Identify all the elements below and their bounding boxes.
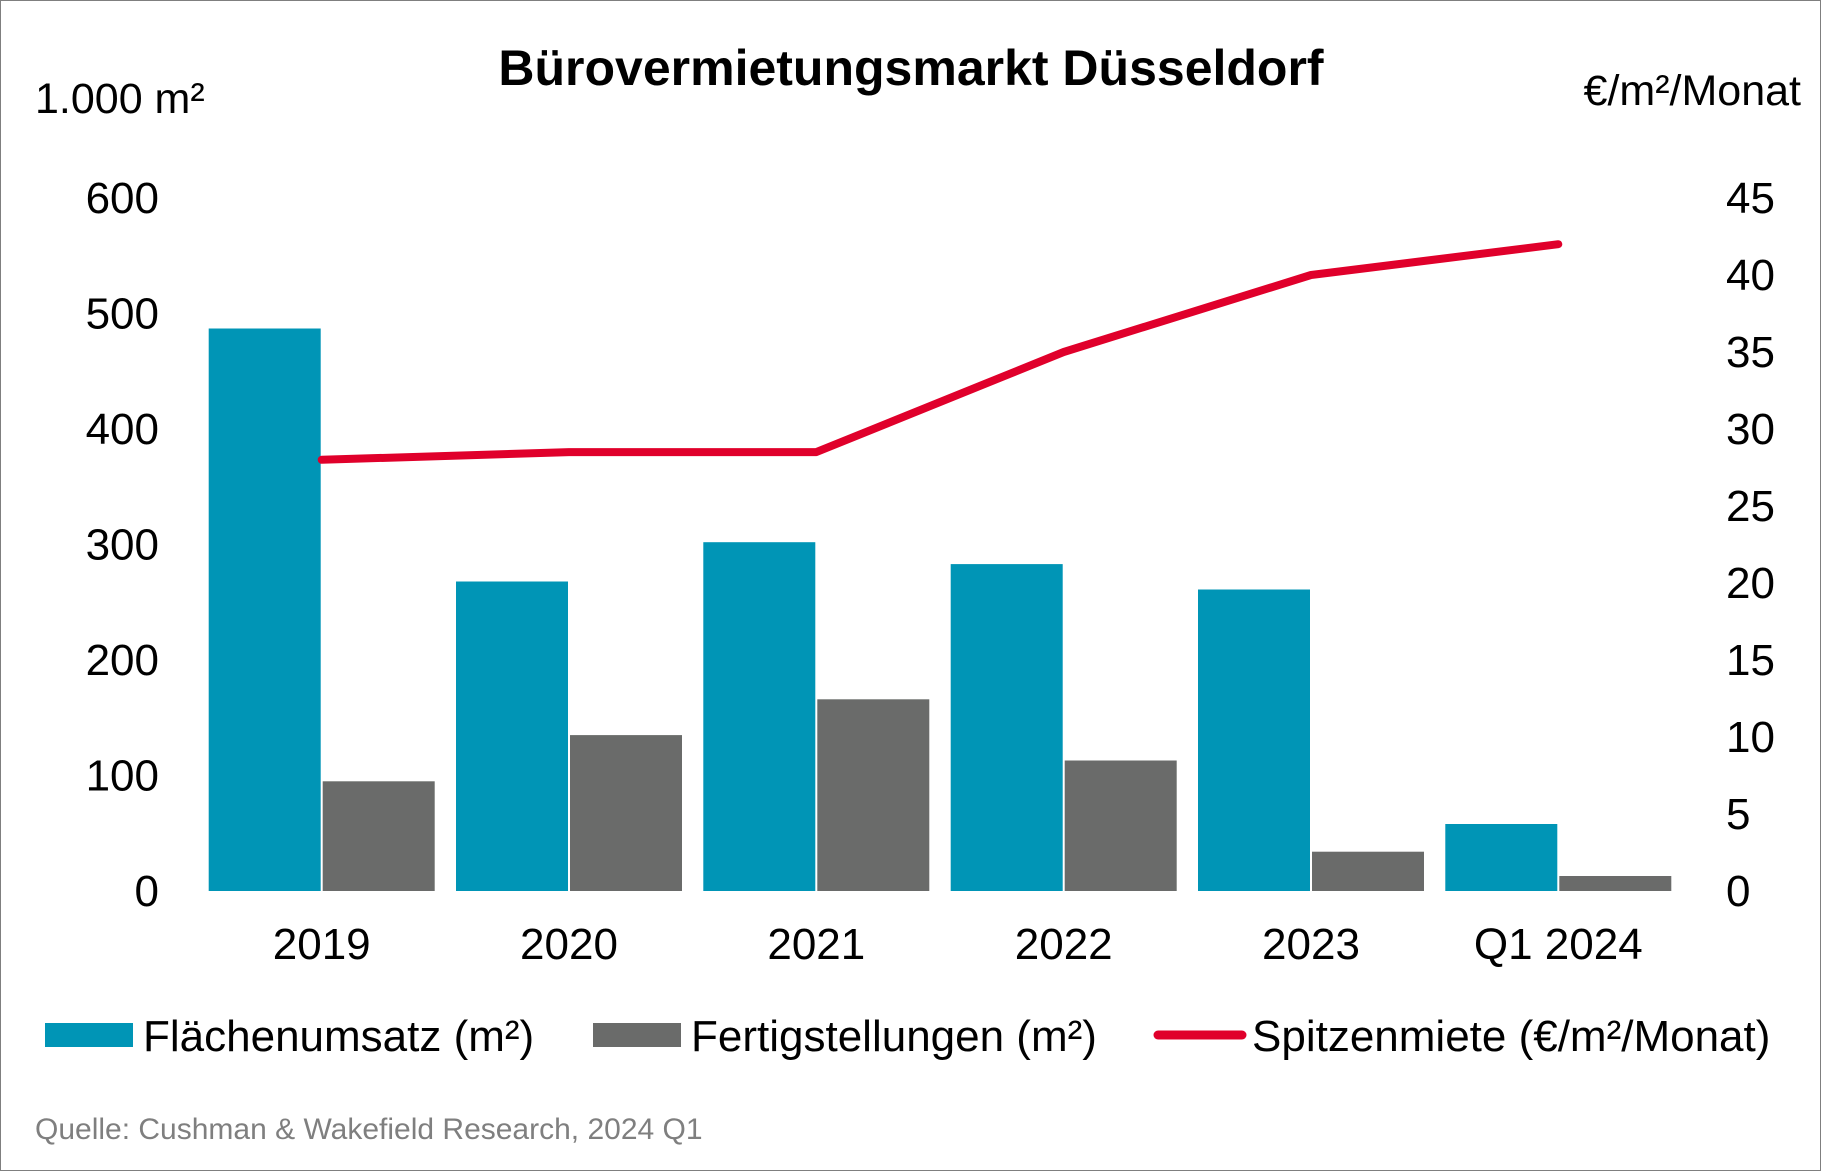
legend-item-flaechenumsatz: Flächenumsatz (m²) (45, 1012, 534, 1061)
legend: Flächenumsatz (m²) Fertigstellungen (m²) S… (45, 1012, 1770, 1061)
bar-flaechenumsatz-3 (950, 564, 1063, 891)
x-tick-label: 2021 (767, 920, 865, 969)
x-tick-label: Q1 2024 (1474, 920, 1643, 969)
x-tick-label: 2022 (1015, 920, 1113, 969)
y-right-tick-label: 35 (1726, 328, 1775, 377)
x-tick-label: 2019 (273, 920, 371, 969)
bar-fertigstellungen-0 (322, 781, 435, 891)
x-tick-label: 2020 (520, 920, 618, 969)
bar-flaechenumsatz-4 (1198, 589, 1310, 891)
bar-fertigstellungen-5 (1559, 876, 1672, 891)
y-left-tick-label: 0 (135, 867, 159, 916)
y-left-tick-label: 500 (86, 290, 159, 339)
bar-fertigstellungen-4 (1312, 851, 1424, 891)
bar-flaechenumsatz-5 (1445, 824, 1558, 891)
y-left-tick-label: 300 (86, 521, 159, 570)
x-axis-ticks: 2019 2020 2021 2022 2023 Q1 2024 (273, 920, 1643, 969)
y-right-tick-label: 0 (1726, 867, 1750, 916)
y-left-tick-label: 400 (86, 405, 159, 454)
y-axis-left-label: 1.000 m² (35, 75, 205, 123)
bar-fertigstellungen-3 (1064, 760, 1177, 891)
y-axis-right-label: €/m²/Monat (1584, 67, 1802, 115)
y-right-tick-label: 20 (1726, 559, 1775, 608)
y-right-tick-label: 10 (1726, 713, 1775, 762)
chart-title: Bürovermietungsmarkt Düsseldorf (498, 40, 1324, 96)
y-right-tick-label: 15 (1726, 636, 1775, 685)
y-left-tick-label: 100 (86, 752, 159, 801)
bar-flaechenumsatz-1 (456, 581, 568, 891)
y-right-tick-label: 30 (1726, 405, 1775, 454)
y-right-tick-label: 25 (1726, 482, 1775, 531)
y-right-tick-label: 40 (1726, 251, 1775, 300)
source-note: Quelle: Cushman & Wakefield Research, 20… (35, 1113, 703, 1146)
legend-item-fertigstellungen: Fertigstellungen (m²) (593, 1012, 1097, 1061)
y-left-tick-label: 600 (86, 174, 159, 223)
legend-label: Flächenumsatz (m²) (143, 1012, 534, 1061)
line-group (317, 240, 1563, 464)
bar-fertigstellungen-2 (817, 699, 930, 891)
bar-flaechenumsatz-2 (703, 542, 816, 891)
legend-swatch (593, 1023, 681, 1047)
legend-label: Fertigstellungen (m²) (691, 1012, 1097, 1061)
bar-group (208, 328, 1672, 891)
bar-fertigstellungen-1 (570, 735, 682, 891)
legend-item-spitzenmiete: Spitzenmiete (€/m²/Monat) (1153, 1012, 1770, 1061)
y-right-tick-label: 45 (1726, 174, 1775, 223)
y-left-tick-label: 200 (86, 636, 159, 685)
legend-label: Spitzenmiete (€/m²/Monat) (1252, 1012, 1770, 1061)
legend-swatch (45, 1023, 133, 1047)
bar-flaechenumsatz-0 (208, 328, 321, 891)
y-axis-left-ticks: 0 100 200 300 400 500 600 (86, 174, 159, 916)
line-spitzenmiete (317, 240, 1563, 464)
y-axis-right-ticks: 0 5 10 15 20 25 30 35 40 45 (1726, 174, 1775, 916)
x-tick-label: 2023 (1262, 920, 1360, 969)
y-right-tick-label: 5 (1726, 790, 1750, 839)
